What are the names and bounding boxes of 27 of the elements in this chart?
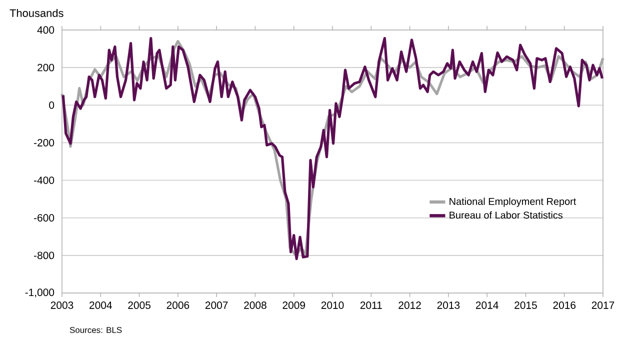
x-tick-label: 2010	[321, 302, 344, 309]
x-tick-label: 2009	[282, 302, 305, 309]
legend-label: Bureau of Labor Statistics	[450, 211, 563, 219]
y-tick-label: 400	[37, 26, 54, 34]
x-tick-label: 2014	[476, 302, 498, 309]
y-tick-label: 200	[38, 64, 54, 72]
x-tick-label: 2008	[244, 302, 266, 309]
x-tick-label: 2003	[50, 302, 74, 309]
y-tick-label: -600	[34, 214, 54, 222]
x-tick-label: 2005	[128, 302, 150, 309]
x-tick-label: 2006	[166, 302, 190, 309]
x-tick-label: 2016	[553, 302, 576, 309]
source-note: Sources: BLS	[70, 327, 122, 333]
y-tick-label: -1,000	[25, 288, 54, 298]
legend-label: National Employment Report	[450, 198, 576, 207]
x-tick-label: 2015	[514, 302, 537, 309]
y-tick-label: 0	[49, 101, 54, 109]
x-tick-label: 2012	[398, 302, 421, 309]
x-tick-label: 2011	[360, 302, 382, 309]
y-tick-label: -400	[34, 176, 54, 184]
y-tick-label: -200	[34, 139, 54, 146]
x-tick-label: 2017	[592, 302, 614, 309]
x-tick-label: 2013	[437, 302, 460, 309]
y-tick-label: -800	[34, 252, 54, 260]
x-tick-label: 2004	[90, 302, 112, 309]
y-axis-title: Thousands	[10, 8, 64, 18]
x-tick-label: 2007	[205, 302, 228, 309]
